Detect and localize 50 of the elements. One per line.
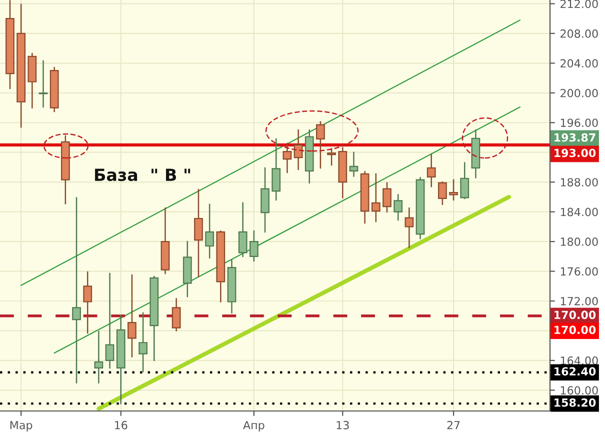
candlestick bbox=[404, 207, 414, 248]
candlestick bbox=[83, 271, 92, 334]
y-tick-label: 164.00 bbox=[560, 356, 598, 365]
y-tick-label: 160.00 bbox=[560, 386, 598, 395]
y-tick-label: 200.00 bbox=[560, 88, 598, 98]
x-tick-label: 13 bbox=[336, 420, 349, 430]
candlestick bbox=[394, 194, 403, 221]
candlestick bbox=[72, 197, 81, 384]
text: 193.87 bbox=[554, 133, 596, 142]
candlestick bbox=[282, 142, 292, 174]
y-tick-label: 176.00 bbox=[560, 267, 598, 276]
candlestick bbox=[128, 274, 136, 358]
candlestick bbox=[105, 272, 114, 369]
y-tick-label: 208.00 bbox=[560, 29, 598, 38]
y-tick-label: 180.00 bbox=[560, 238, 598, 246]
y-tick-label: 172.00 bbox=[560, 296, 598, 306]
ref-line-label: 162.40 bbox=[554, 367, 596, 376]
candlestick bbox=[260, 167, 270, 233]
y-tick-label: 212.00 bbox=[560, 0, 598, 8]
candlestick bbox=[438, 181, 447, 206]
candlestick bbox=[194, 188, 203, 278]
candlestick bbox=[371, 173, 380, 222]
y-tick-label: 184.00 bbox=[560, 208, 598, 216]
candlestick bbox=[249, 230, 258, 262]
candlestick bbox=[349, 152, 358, 177]
x-tick-label: Апр bbox=[243, 421, 264, 432]
x-tick-label: 27 bbox=[447, 420, 460, 430]
candlestick bbox=[172, 298, 181, 332]
candlestick bbox=[460, 162, 470, 200]
x-tick-label: Мар bbox=[10, 421, 32, 432]
candlestick bbox=[94, 330, 104, 384]
ref-line-label: 170.00 bbox=[554, 310, 596, 320]
candlestick bbox=[205, 204, 214, 259]
ref-line-label: 193.00 bbox=[554, 148, 596, 158]
candlestick bbox=[138, 312, 148, 372]
candlestick bbox=[327, 148, 336, 166]
candlestick bbox=[426, 154, 436, 188]
annotation: База " В " bbox=[95, 168, 190, 182]
y-tick-label: 196.00 bbox=[560, 118, 598, 128]
y-tick-label: 188.00 bbox=[560, 178, 598, 186]
text: 170.00 bbox=[554, 326, 596, 334]
candlestick bbox=[272, 138, 281, 201]
candlestick bbox=[449, 179, 458, 201]
candlestick bbox=[382, 182, 392, 212]
x-tick-label: 16 bbox=[115, 420, 128, 430]
candlestick bbox=[238, 202, 248, 258]
ref-line-label: 158.20 bbox=[554, 398, 596, 407]
candlestick bbox=[38, 60, 48, 108]
candlestick bbox=[316, 121, 325, 169]
y-tick-label: 204.00 bbox=[560, 59, 598, 68]
